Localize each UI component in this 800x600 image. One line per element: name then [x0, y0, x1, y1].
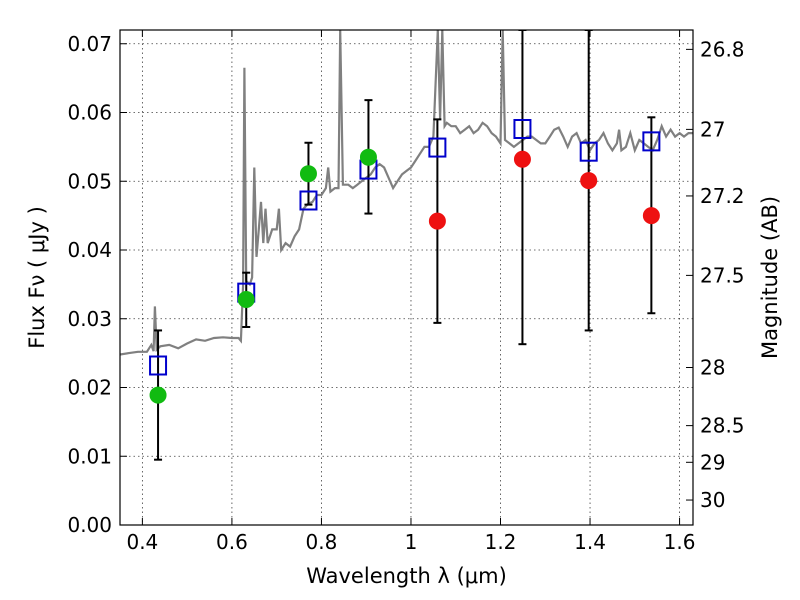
measured-flux-point-red — [513, 150, 531, 168]
right-tick-label: 29 — [700, 450, 725, 474]
spectrum-layer — [120, 30, 693, 356]
right-tick-label: 28.5 — [700, 414, 745, 438]
right-tick-label: 27 — [700, 117, 725, 141]
x-tick-label: 1.2 — [485, 530, 517, 554]
measured-flux-point-red — [428, 212, 446, 230]
measured-flux-point-green — [149, 386, 167, 404]
y-axis-label: Flux Fν ( μJy ) — [25, 206, 49, 349]
y-tick-label: 0.06 — [67, 101, 112, 125]
y-tick-label: 0.03 — [67, 307, 112, 331]
y-tick-label: 0.05 — [67, 169, 112, 193]
y-tick-label: 0.02 — [67, 376, 112, 400]
model-photometry — [149, 119, 661, 376]
right-axis-ticks: 26.8 27 27.2 27.5 28 28.5 29 30 — [686, 37, 745, 512]
model-flux-square — [428, 137, 447, 158]
measured-flux-point-green — [299, 165, 317, 183]
grid — [120, 30, 693, 526]
x-tick-label: 1.4 — [574, 530, 606, 554]
right-tick-label: 26.8 — [700, 37, 745, 61]
right-axis-label: Magnitude (AB) — [758, 196, 782, 359]
x-tick-label: 0.6 — [216, 530, 248, 554]
measured-flux-point-green — [359, 148, 377, 166]
x-axis-ticks: 0.4 0.6 0.8 1 1.2 1.4 1.6 — [126, 30, 695, 554]
measured-flux-point-red — [580, 172, 598, 190]
model-flux-square — [299, 190, 318, 211]
measured-photometry — [149, 148, 660, 404]
right-tick-label: 27.2 — [700, 184, 745, 208]
error-bars — [154, 30, 656, 461]
model-flux-square — [513, 119, 532, 139]
model-flux-square — [149, 355, 168, 376]
measured-flux-point-red — [642, 207, 660, 225]
model-flux-square — [642, 131, 661, 152]
measured-flux-point-green — [237, 291, 255, 308]
x-axis-label: Wavelength λ (μm) — [306, 564, 507, 588]
plot-frame — [119, 29, 694, 526]
model-flux-square — [579, 141, 598, 162]
x-tick-label: 0.8 — [306, 530, 338, 554]
right-tick-label: 27.5 — [700, 263, 745, 287]
x-tick-label: 0.4 — [126, 530, 158, 554]
y-tick-label: 0.00 — [67, 513, 112, 537]
right-tick-label: 28 — [700, 356, 725, 380]
y-axis-ticks: 0.00 0.01 0.02 0.03 0.04 0.05 0.06 0.07 — [67, 32, 127, 537]
x-tick-label: 1 — [405, 530, 418, 554]
x-tick-label: 1.6 — [664, 530, 696, 554]
right-tick-label: 30 — [700, 488, 725, 512]
y-tick-label: 0.01 — [67, 444, 112, 468]
error-bar — [518, 30, 527, 346]
y-tick-label: 0.07 — [67, 32, 112, 56]
model-spectrum-line — [120, 30, 693, 356]
y-tick-label: 0.04 — [67, 238, 112, 262]
